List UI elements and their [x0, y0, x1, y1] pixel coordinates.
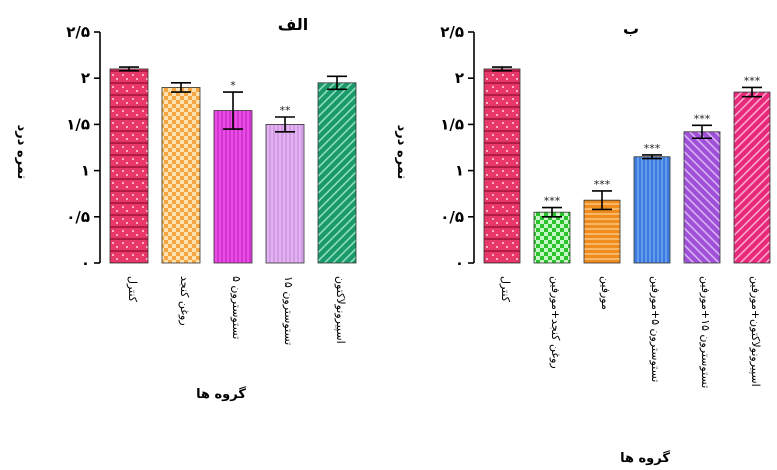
chart1-y-tick-label: ۱ — [455, 162, 464, 180]
chart0-category-label: اسپیرونولاکتون — [334, 276, 347, 344]
chart0-bar — [265, 124, 305, 264]
chart1-category-label: تستوسترون ۱۵+مورفین — [699, 276, 712, 388]
chart1-significance-label: *** — [594, 178, 611, 191]
chart1-y-tick-label: ۱/۵ — [440, 115, 464, 133]
chart0-y-tick-label: ۲/۵ — [66, 23, 90, 41]
chart0-y-tick-label: ۲ — [81, 69, 90, 87]
chart1-significance-label: *** — [544, 195, 561, 208]
chart1-bar — [683, 131, 721, 264]
chart0-x-axis-title: گروه ها — [196, 386, 246, 402]
chart0-bar — [161, 87, 201, 264]
chart0-bar — [109, 68, 149, 264]
chart0-category-label: تستوسترون ۵ — [230, 276, 243, 339]
chart0-y-tick-label: ۰/۵ — [66, 208, 90, 226]
chart1-y-tick-label: ۰ — [455, 254, 464, 272]
chart0-significance-label: * — [230, 79, 236, 92]
chart0-category-label: روغن کنجد — [178, 276, 191, 326]
chart1-category-label: روغن کنجد+مورفین — [549, 276, 562, 369]
chart1-significance-label: *** — [644, 142, 661, 155]
chart1-category-label: مورفین — [599, 276, 612, 310]
chart1-bar — [483, 68, 521, 264]
chart1-bar — [533, 211, 571, 264]
chart1-y-axis-title: نمره درد — [394, 125, 409, 180]
chart1-x-axis-title: گروه ها — [620, 450, 670, 466]
chart1-title: ب — [623, 19, 639, 38]
chart0-y-axis-title: نمره درد — [14, 125, 29, 180]
chart1-category-label: کنترل — [499, 276, 512, 303]
chart0-y-tick-label: ۰ — [81, 254, 90, 272]
chart1-category-label: تستوسترون ۵+مورفین — [649, 276, 662, 382]
chart1-significance-label: *** — [744, 74, 761, 87]
chart0-bar — [213, 110, 253, 264]
chart0-y-tick-label: ۱/۵ — [66, 115, 90, 133]
chart0-category-label: کنترل — [126, 276, 139, 303]
chart1-bar — [733, 91, 771, 264]
chart1-y-tick-label: ۲/۵ — [440, 23, 464, 41]
chart1-y-tick-label: ۰/۵ — [440, 208, 464, 226]
chart0-category-label: تستوسترون ۱۵ — [282, 276, 295, 345]
chart1-bar — [633, 156, 671, 264]
chart0-bar — [317, 82, 357, 264]
chart0-significance-label: ** — [280, 104, 292, 117]
chart0-title: الف — [278, 15, 309, 34]
chart1-y-tick-label: ۲ — [455, 69, 464, 87]
chart1-category-label: اسپیرونولاکتون+مورفین — [749, 276, 762, 387]
chart1-significance-label: *** — [694, 112, 711, 125]
chart0-y-tick-label: ۱ — [81, 162, 90, 180]
